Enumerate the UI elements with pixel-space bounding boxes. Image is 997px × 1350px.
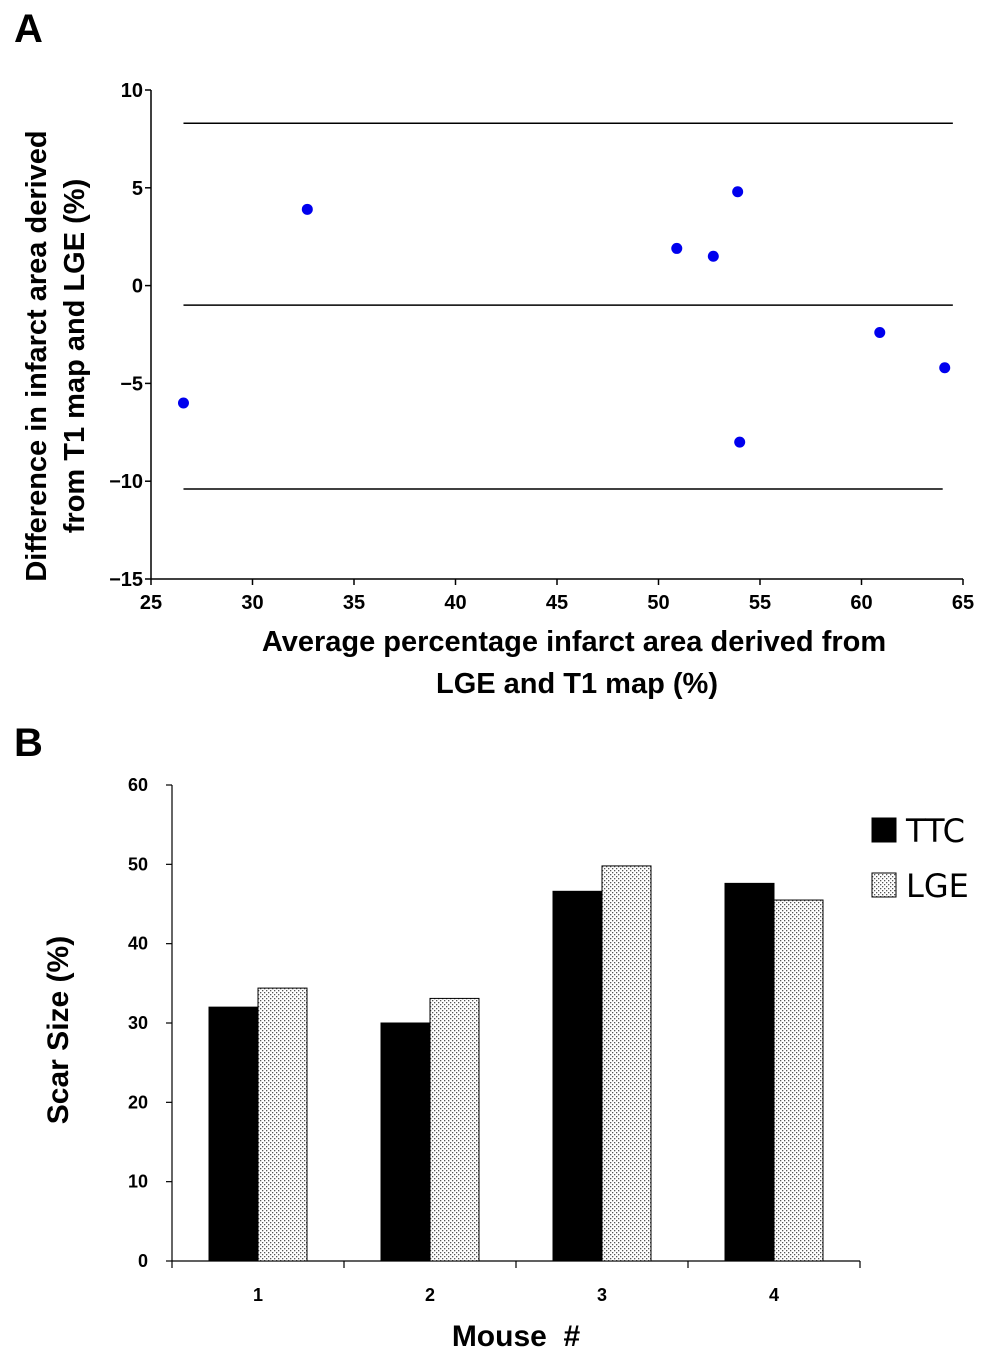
- y-tick-label: 20: [128, 1092, 148, 1112]
- legend-label-ttc: TTC: [905, 812, 965, 850]
- x-tick-label: 30: [241, 592, 263, 614]
- x-tick-label: 40: [444, 592, 466, 614]
- x-axis-title-line-2: LGE and T1 map (%): [436, 668, 718, 700]
- x-ticks: 1 2 3 4: [171, 1261, 861, 1305]
- scatter-point: [671, 242, 683, 254]
- y-axis-title-line-1: Difference in infarct area derived: [21, 130, 53, 581]
- bar-ttc: [208, 1006, 259, 1262]
- x-tick-label: 65: [952, 592, 974, 614]
- bar-lge: [257, 987, 308, 1262]
- x-tick-label: 55: [749, 592, 771, 614]
- bar-lge: [429, 997, 480, 1262]
- bars: [208, 865, 824, 1262]
- scatter-point: [874, 327, 886, 339]
- legend-swatch-ttc: [871, 817, 897, 843]
- x-axis-title-line-1: Average percentage infarct area derived …: [262, 626, 886, 658]
- bar-ttc: [552, 890, 603, 1262]
- scatter-point: [734, 436, 746, 448]
- y-tick-label: 0: [138, 1251, 148, 1271]
- scatter-point: [732, 186, 744, 198]
- bar-ttc: [380, 1022, 431, 1262]
- y-tick-label: 40: [128, 934, 148, 954]
- bar-lge: [601, 865, 652, 1262]
- x-tick-label: 1: [253, 1285, 263, 1305]
- x-ticks: 25 30 35 40 45 50 55 60 65: [140, 579, 974, 614]
- scatter-point: [707, 250, 719, 262]
- y-axis-title-line-2: from T1 map and LGE (%): [59, 179, 91, 533]
- data-points: [177, 186, 951, 448]
- panel-a-label: A: [14, 7, 43, 51]
- legend-swatch-lge: [871, 872, 897, 898]
- x-axis-title: Mouse #: [452, 1320, 581, 1350]
- y-axis-title: Scar Size (%): [42, 936, 75, 1124]
- x-tick-label: 2: [425, 1285, 435, 1305]
- y-tick-label: 10: [121, 80, 143, 102]
- legend: TTC LGE: [871, 812, 969, 905]
- x-tick-label: 3: [597, 1285, 607, 1305]
- x-tick-label: 60: [850, 592, 872, 614]
- scatter-point: [939, 362, 951, 374]
- y-tick-label: −15: [109, 569, 143, 591]
- y-tick-label: 10: [128, 1172, 148, 1192]
- bar-chart: 0 10 20 30 40 50 60 1 2 3 4 TTC LGE Mouse # Scar …: [42, 775, 969, 1350]
- bar-ttc: [724, 882, 775, 1262]
- reference-lines: [183, 122, 953, 490]
- y-tick-label: −5: [120, 373, 143, 395]
- y-tick-label: 60: [128, 775, 148, 795]
- x-tick-label: 50: [647, 592, 669, 614]
- scatter-point: [301, 203, 313, 215]
- x-tick-label: 4: [769, 1285, 779, 1305]
- x-tick-label: 25: [140, 592, 162, 614]
- bar-lge: [773, 899, 824, 1262]
- y-tick-label: 5: [132, 178, 143, 200]
- x-tick-label: 45: [546, 592, 568, 614]
- scatter-point: [177, 397, 189, 409]
- y-ticks: 0 10 20 30 40 50 60: [128, 775, 172, 1271]
- legend-label-lge: LGE: [906, 867, 969, 905]
- y-ticks: 10 5 0 −5 −10 −15: [109, 80, 151, 591]
- panel-b-label: B: [14, 721, 43, 765]
- y-tick-label: 0: [132, 276, 143, 298]
- y-tick-label: 50: [128, 854, 148, 874]
- y-tick-label: 30: [128, 1013, 148, 1033]
- x-tick-label: 35: [343, 592, 365, 614]
- y-tick-label: −10: [109, 471, 143, 493]
